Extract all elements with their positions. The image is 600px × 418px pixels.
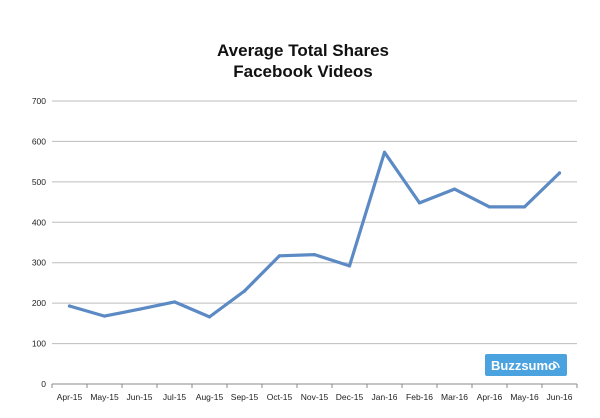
- x-tick-label: Jun-16: [547, 392, 573, 402]
- logo-badge: [485, 354, 567, 376]
- data-point: [67, 304, 72, 308]
- data-point: [487, 205, 492, 209]
- x-tick-label: Apr-16: [477, 392, 503, 402]
- y-tick-label: 200: [32, 298, 46, 308]
- data-point: [137, 307, 142, 311]
- y-tick-label: 400: [32, 217, 46, 227]
- x-tick-label: Dec-15: [336, 392, 364, 402]
- x-tick-label: Aug-15: [196, 392, 224, 402]
- data-point: [557, 171, 562, 175]
- data-point: [417, 201, 422, 205]
- logo-text: Buzzsumo: [491, 358, 556, 373]
- data-point: [102, 314, 107, 318]
- gridlines: [52, 100, 577, 345]
- series-line: [67, 150, 562, 319]
- y-tick-label: 300: [32, 258, 46, 268]
- data-point: [312, 253, 317, 257]
- x-axis-ticks: Apr-15 May-15 Jun-15 Jul-15 Aug-15 Sep-15 Oct-…: [51, 384, 578, 402]
- x-tick-label: Nov-15: [301, 392, 329, 402]
- data-point: [452, 187, 457, 191]
- y-tick-label: 600: [32, 136, 46, 146]
- chart-title: Average Total Shares: [217, 41, 389, 60]
- chart-subtitle: Facebook Videos: [233, 62, 373, 81]
- y-tick-label: 700: [32, 96, 46, 106]
- signal-waves-icon: [552, 361, 560, 369]
- series-layer: [67, 150, 562, 319]
- data-point: [277, 254, 282, 258]
- y-tick-label: 500: [32, 177, 46, 187]
- y-axis-ticks: 0 100 200 300 400 500 600 700: [32, 96, 46, 389]
- x-tick-label: Jun-15: [127, 392, 153, 402]
- x-tick-label: Sep-15: [231, 392, 259, 402]
- x-tick-label: Mar-16: [441, 392, 468, 402]
- data-point: [207, 315, 212, 319]
- buzzsumo-logo: Buzzsumo: [485, 354, 567, 376]
- data-point: [522, 205, 527, 209]
- data-point: [172, 300, 177, 304]
- data-point: [382, 150, 387, 154]
- x-tick-label: Oct-15: [267, 392, 293, 402]
- x-tick-label: Jan-16: [372, 392, 398, 402]
- data-point: [347, 264, 352, 268]
- x-tick-label: May-16: [510, 392, 539, 402]
- x-tick-label: May-15: [90, 392, 119, 402]
- y-tick-label: 0: [41, 379, 46, 389]
- data-point: [242, 289, 247, 293]
- x-tick-label: Apr-15: [57, 392, 83, 402]
- x-tick-label: Feb-16: [406, 392, 433, 402]
- y-tick-label: 100: [32, 339, 46, 349]
- x-tick-label: Jul-15: [163, 392, 186, 402]
